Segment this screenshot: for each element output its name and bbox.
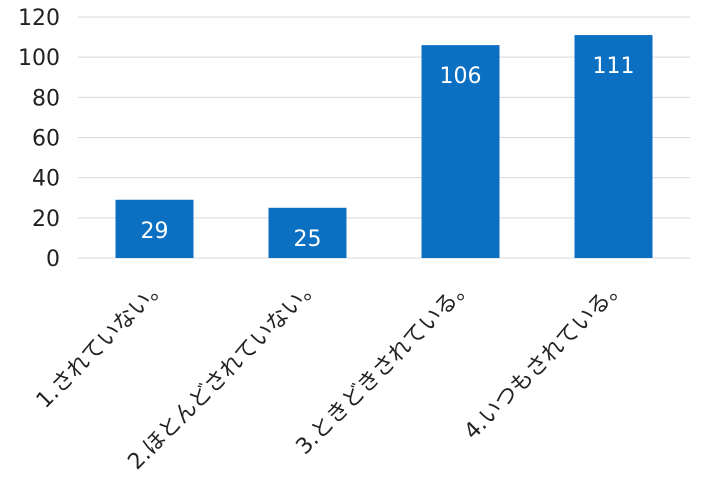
y-axis-ticks: 0 20 40 60 80 100 120 [18, 6, 60, 272]
data-label: 111 [593, 54, 635, 79]
data-label: 106 [440, 64, 482, 89]
x-category-label: 1.されていない。 [32, 273, 173, 414]
y-tick-label: 100 [18, 46, 60, 71]
y-tick-label: 40 [32, 167, 60, 192]
y-tick-label: 120 [18, 6, 60, 31]
x-category-label: 4.いつもされている。 [460, 273, 632, 445]
y-tick-label: 0 [46, 247, 60, 272]
bar-layer [115, 35, 653, 259]
y-tick-label: 80 [32, 86, 60, 111]
bar [574, 35, 653, 259]
data-label: 29 [141, 219, 169, 244]
bar [268, 207, 347, 258]
data-labels: 29 25 106 111 [141, 54, 635, 252]
data-label: 25 [294, 227, 322, 252]
x-category-label: 3.ときどきされている。 [292, 273, 479, 460]
x-axis-ticks: 1.されていない。2.ほとんどされていない。3.ときどきされている。4.いつもさ… [32, 273, 632, 475]
bar [115, 199, 194, 258]
y-tick-label: 20 [32, 207, 60, 232]
bar [421, 45, 500, 258]
y-tick-label: 60 [32, 127, 60, 152]
